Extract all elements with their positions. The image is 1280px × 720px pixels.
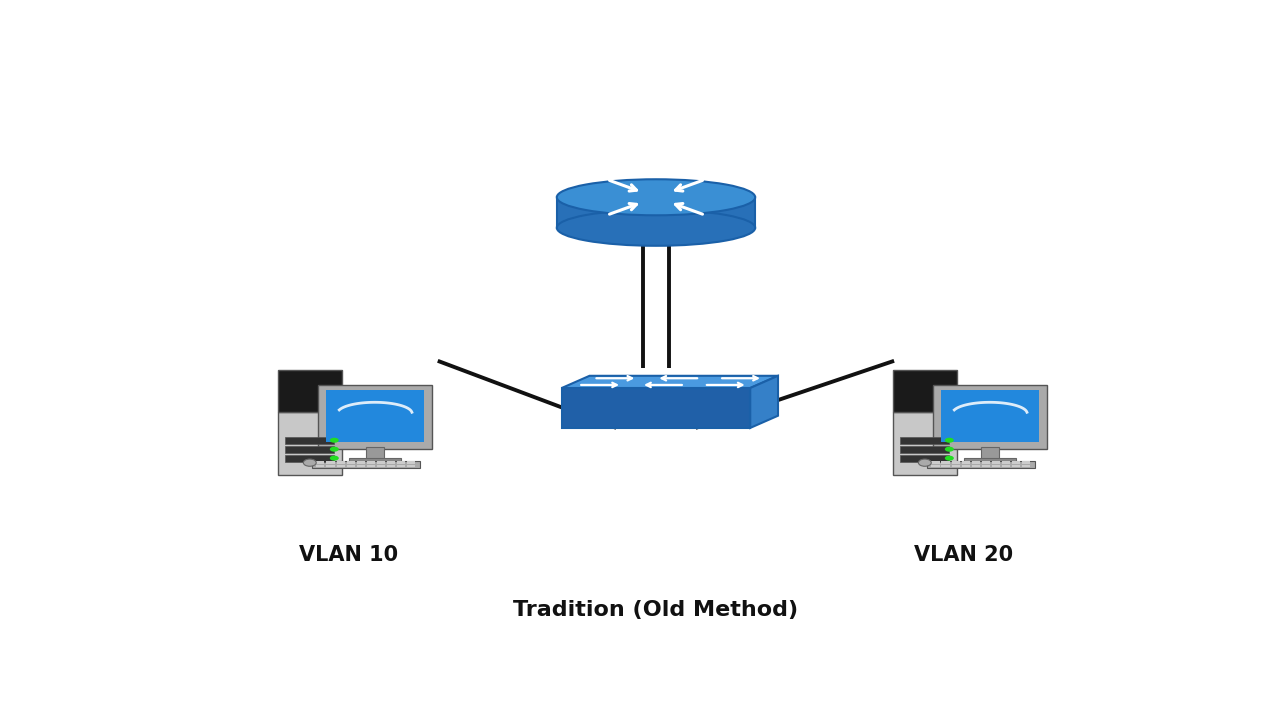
FancyBboxPatch shape [326, 461, 334, 464]
Polygon shape [562, 388, 750, 428]
FancyBboxPatch shape [407, 461, 415, 464]
FancyBboxPatch shape [964, 459, 1016, 464]
Ellipse shape [557, 179, 755, 215]
FancyBboxPatch shape [285, 455, 334, 462]
FancyBboxPatch shape [942, 461, 950, 464]
FancyBboxPatch shape [376, 461, 385, 464]
FancyBboxPatch shape [900, 446, 950, 453]
FancyBboxPatch shape [278, 370, 342, 412]
Circle shape [918, 459, 932, 467]
Text: VLAN 10: VLAN 10 [300, 545, 398, 565]
FancyBboxPatch shape [961, 464, 970, 467]
Polygon shape [750, 376, 778, 428]
Circle shape [330, 446, 339, 451]
FancyBboxPatch shape [942, 464, 950, 467]
FancyBboxPatch shape [961, 461, 970, 464]
FancyBboxPatch shape [285, 446, 334, 453]
Polygon shape [562, 376, 778, 388]
FancyBboxPatch shape [312, 461, 420, 468]
FancyBboxPatch shape [387, 461, 396, 464]
FancyBboxPatch shape [367, 464, 375, 467]
FancyBboxPatch shape [407, 464, 415, 467]
FancyBboxPatch shape [932, 461, 940, 464]
FancyBboxPatch shape [366, 447, 384, 459]
FancyBboxPatch shape [900, 437, 950, 444]
Text: Tradition (Old Method): Tradition (Old Method) [513, 600, 799, 621]
Circle shape [945, 446, 954, 451]
FancyBboxPatch shape [892, 412, 957, 475]
Circle shape [945, 438, 954, 443]
FancyBboxPatch shape [317, 385, 431, 449]
FancyBboxPatch shape [316, 461, 325, 464]
Circle shape [945, 456, 954, 461]
FancyBboxPatch shape [285, 437, 334, 444]
Circle shape [330, 438, 339, 443]
FancyBboxPatch shape [337, 461, 344, 464]
FancyBboxPatch shape [337, 464, 344, 467]
Circle shape [303, 459, 316, 467]
FancyBboxPatch shape [367, 461, 375, 464]
FancyBboxPatch shape [927, 461, 1036, 468]
Text: VLAN 20: VLAN 20 [914, 545, 1012, 565]
FancyBboxPatch shape [1023, 464, 1030, 467]
FancyBboxPatch shape [1023, 461, 1030, 464]
FancyBboxPatch shape [278, 412, 342, 475]
FancyBboxPatch shape [933, 385, 1047, 449]
Ellipse shape [557, 210, 755, 246]
FancyBboxPatch shape [397, 461, 404, 464]
FancyBboxPatch shape [1002, 464, 1010, 467]
FancyBboxPatch shape [1002, 461, 1010, 464]
FancyBboxPatch shape [992, 461, 1000, 464]
FancyBboxPatch shape [348, 459, 401, 464]
FancyBboxPatch shape [951, 461, 960, 464]
FancyBboxPatch shape [1012, 461, 1020, 464]
FancyBboxPatch shape [357, 464, 365, 467]
FancyBboxPatch shape [347, 464, 355, 467]
FancyBboxPatch shape [1012, 464, 1020, 467]
FancyBboxPatch shape [376, 464, 385, 467]
FancyBboxPatch shape [932, 464, 940, 467]
FancyBboxPatch shape [397, 464, 404, 467]
FancyBboxPatch shape [980, 447, 998, 459]
FancyBboxPatch shape [982, 461, 989, 464]
FancyBboxPatch shape [992, 464, 1000, 467]
FancyBboxPatch shape [972, 461, 980, 464]
FancyBboxPatch shape [982, 464, 989, 467]
FancyBboxPatch shape [316, 464, 325, 467]
FancyBboxPatch shape [347, 461, 355, 464]
Polygon shape [557, 197, 755, 228]
FancyBboxPatch shape [357, 461, 365, 464]
Circle shape [330, 456, 339, 461]
FancyBboxPatch shape [326, 464, 334, 467]
FancyBboxPatch shape [972, 464, 980, 467]
FancyBboxPatch shape [951, 464, 960, 467]
FancyBboxPatch shape [325, 390, 424, 442]
FancyBboxPatch shape [387, 464, 396, 467]
FancyBboxPatch shape [900, 455, 950, 462]
FancyBboxPatch shape [941, 390, 1039, 442]
FancyBboxPatch shape [892, 370, 957, 412]
